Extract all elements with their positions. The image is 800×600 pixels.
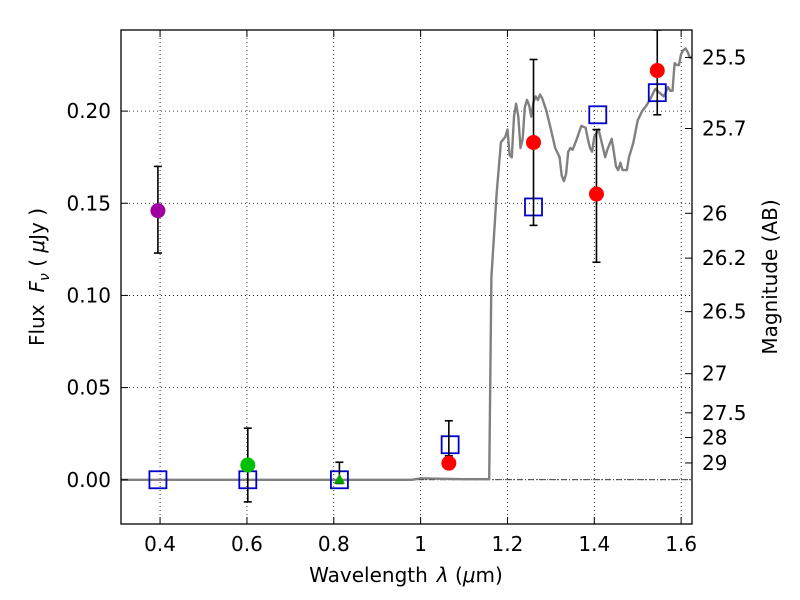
x-axis-label: Wavelength bbox=[309, 563, 428, 587]
y-tick-label: 0.15 bbox=[66, 191, 111, 215]
x-tick-label: 0.8 bbox=[318, 532, 350, 556]
y-axis-unit-rest: Jy ) bbox=[25, 208, 49, 242]
y-tick-label: 0.00 bbox=[66, 468, 111, 492]
y-axis-symbol: F bbox=[25, 280, 49, 292]
x-axis-unit-rest: m) bbox=[476, 563, 503, 587]
x-axis-title: Wavelength λ (μm) bbox=[309, 563, 503, 587]
y-axis-title: Flux Fν ( μJy ) bbox=[25, 208, 53, 346]
x-tick-label: 1.6 bbox=[665, 532, 697, 556]
model-square-marker bbox=[440, 435, 460, 455]
data-point-circle bbox=[526, 134, 542, 150]
y-tick-label: 0.20 bbox=[66, 99, 111, 123]
magnitude-tick-label: 28 bbox=[702, 426, 727, 450]
points-layer bbox=[148, 30, 667, 503]
magnitude-axis-title: Magnitude (AB) bbox=[758, 199, 782, 354]
spectrum-layer bbox=[121, 47, 692, 481]
y-axis-unit-mu: μ bbox=[25, 240, 49, 254]
x-axis-unit-mu: μ bbox=[462, 563, 476, 587]
magnitude-tick-label: 29 bbox=[702, 451, 727, 475]
magnitude-tick-label: 25.5 bbox=[702, 45, 747, 69]
plot-background bbox=[121, 30, 692, 524]
x-tick-label: 0.6 bbox=[231, 532, 263, 556]
data-point-circle bbox=[441, 455, 457, 471]
x-tick-label: 1 bbox=[414, 532, 427, 556]
magnitude-tick-label: 25.7 bbox=[702, 117, 747, 141]
x-axis-symbol: λ bbox=[436, 563, 449, 587]
magnitude-tick-label: 27.5 bbox=[702, 401, 747, 425]
y-tick-label: 0.05 bbox=[66, 376, 111, 400]
x-axis: 0.4 0.6 0.8 1 1.2 1.4 1.6 bbox=[144, 30, 697, 556]
magnitude-tick-label: 26 bbox=[702, 201, 727, 225]
x-tick-label: 1.4 bbox=[578, 532, 610, 556]
y-axis: 0.00 0.05 0.10 0.15 0.20 bbox=[66, 99, 128, 492]
model-spectrum-line bbox=[121, 47, 692, 481]
data-point-circle bbox=[588, 186, 604, 202]
data-point-circle bbox=[150, 203, 166, 219]
y-tick-label: 0.10 bbox=[66, 283, 111, 307]
x-tick-label: 1.2 bbox=[492, 532, 524, 556]
model-square-marker bbox=[588, 105, 608, 125]
magnitude-tick-label: 26.2 bbox=[702, 246, 747, 270]
x-axis-unit-open: ( bbox=[449, 563, 463, 587]
x-tick-label: 0.4 bbox=[144, 532, 176, 556]
magnitude-tick-label: 27 bbox=[702, 362, 727, 386]
data-point-circle bbox=[240, 457, 256, 473]
model-square-marker bbox=[148, 470, 168, 490]
y-axis-label: Flux bbox=[25, 304, 49, 346]
y-axis-unit-open: ( bbox=[25, 253, 49, 274]
data-point-triangle bbox=[333, 473, 345, 484]
data-point-circle bbox=[649, 63, 665, 79]
magnitude-tick-label: 26.5 bbox=[702, 300, 747, 324]
plot-frame bbox=[120, 29, 693, 525]
y-axis-symbol-sub: ν bbox=[37, 273, 53, 281]
